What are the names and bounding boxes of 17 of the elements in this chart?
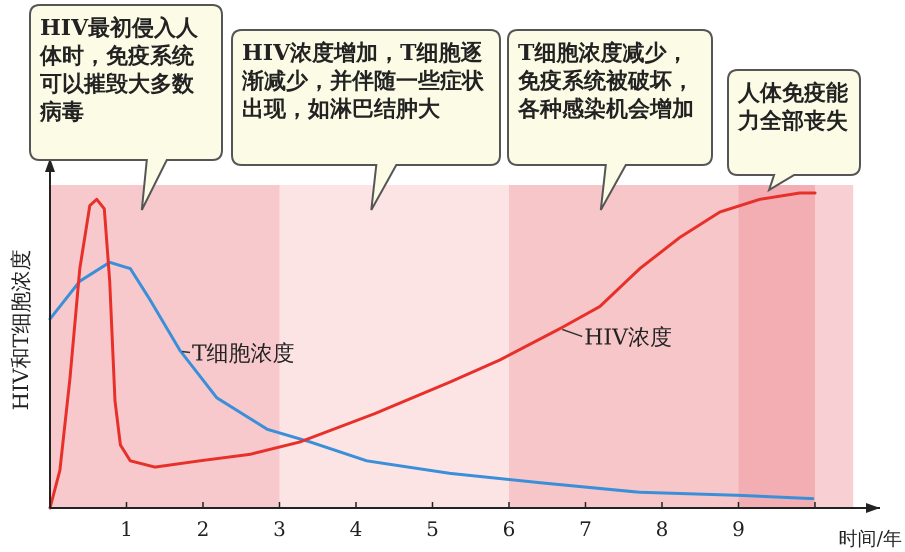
x-axis-title: 时间/年 bbox=[838, 528, 902, 550]
band-label: HIV浓度增加，T细胞逐渐减少，并伴随一些症状出现，如淋巴结肿大 bbox=[242, 40, 484, 122]
x-tick-label: 4 bbox=[350, 517, 362, 541]
x-tick-label: 5 bbox=[426, 517, 439, 541]
x-tick-label: 8 bbox=[656, 517, 668, 541]
series-label: T细胞浓度 bbox=[192, 342, 295, 366]
band-label: 人体免疫能力全部丧失 bbox=[738, 80, 848, 134]
band-label: HIV最初侵入人体时，免疫系统可以摧毁大多数病毒 bbox=[40, 15, 198, 125]
y-axis-title: HIV和T细胞浓度 bbox=[9, 250, 33, 410]
x-tick-label: 1 bbox=[120, 517, 133, 541]
x-tick-label: 3 bbox=[273, 517, 286, 541]
series-label: HIV浓度 bbox=[584, 325, 672, 350]
x-tick-label: 6 bbox=[502, 517, 516, 541]
band-label: T细胞浓度减少，免疫系统被破坏，各种感染机会增加 bbox=[518, 40, 694, 122]
x-tick-label: 9 bbox=[732, 517, 745, 541]
x-tick-label: 7 bbox=[579, 517, 592, 541]
x-tick-label: 2 bbox=[196, 517, 210, 541]
